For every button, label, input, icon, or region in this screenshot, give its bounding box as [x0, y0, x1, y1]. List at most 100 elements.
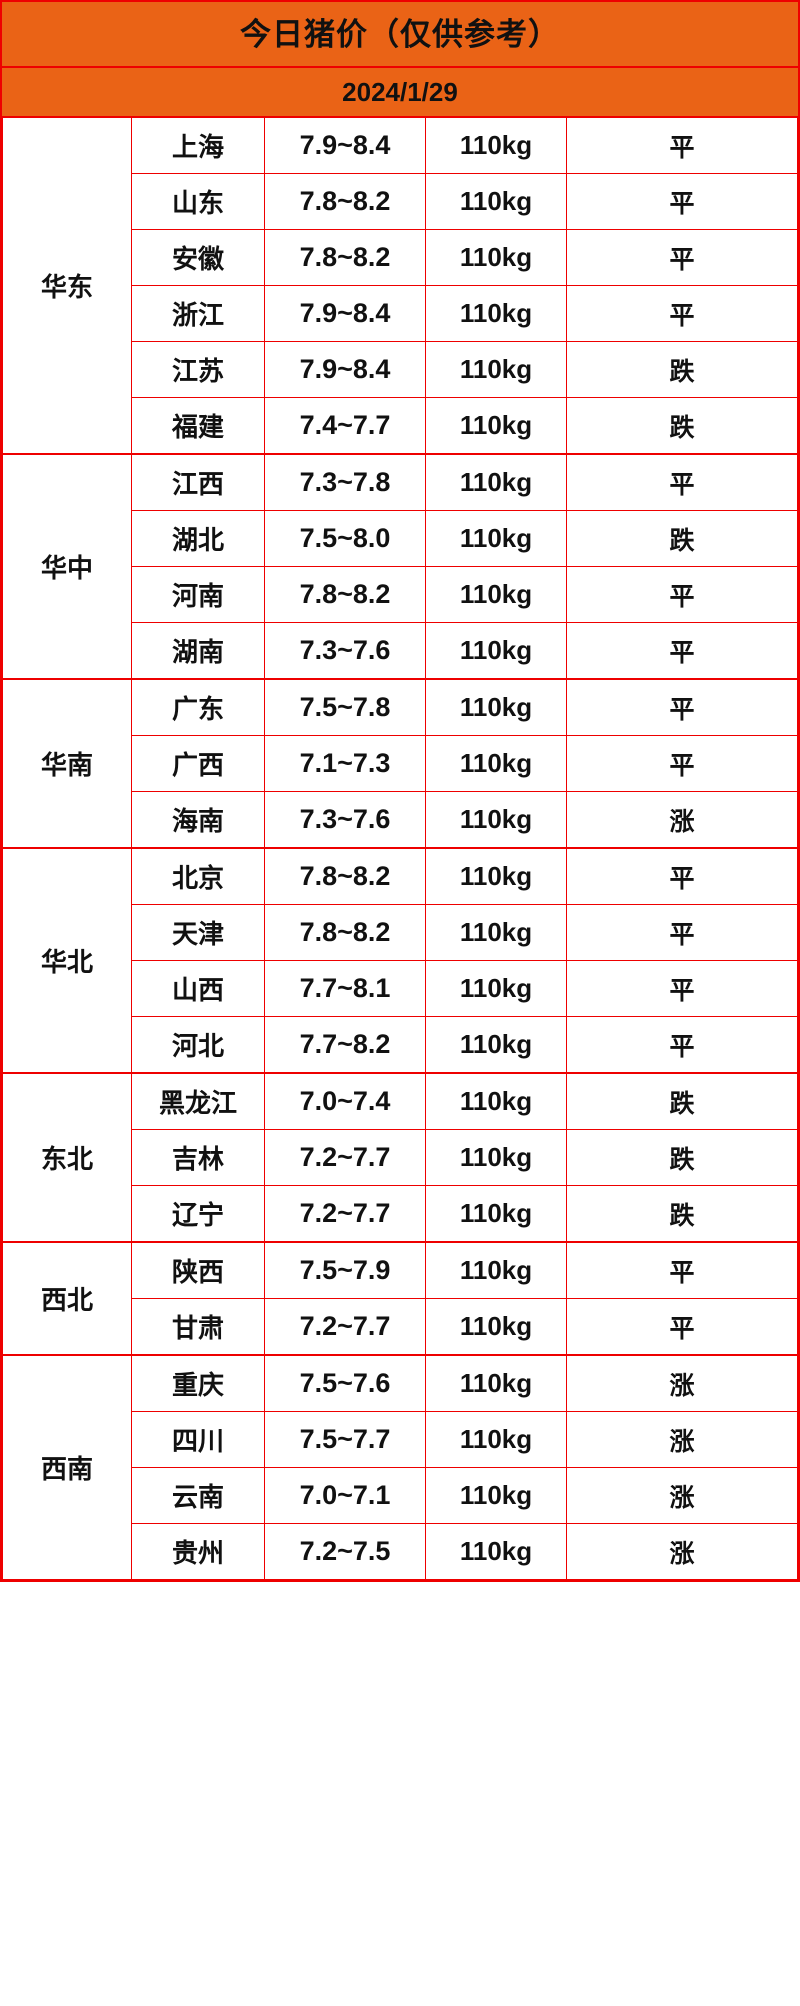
status-badge: 平 — [566, 1298, 798, 1356]
status-badge: 平 — [566, 285, 798, 342]
table-row: 山东 7.8~8.2 110kg 平 — [3, 173, 798, 230]
status-badge: 平 — [566, 1241, 798, 1299]
table-row: 湖南 7.3~7.6 110kg 平 — [3, 622, 798, 680]
status-badge: 平 — [566, 229, 798, 286]
region-label: 华东 — [2, 116, 132, 455]
region-label: 华北 — [2, 847, 132, 1074]
status-badge: 平 — [566, 904, 798, 961]
status-badge: 平 — [566, 173, 798, 230]
table-row: 西南 重庆 7.5~7.6 110kg 涨 — [2, 1354, 798, 1580]
table-row: 四川 7.5~7.7 110kg 涨 — [3, 1411, 798, 1468]
reference-weight: 110kg — [425, 791, 567, 849]
table-row: 甘肃 7.2~7.7 110kg 平 — [3, 1298, 798, 1356]
region-label: 华中 — [2, 453, 132, 680]
reference-weight: 110kg — [425, 453, 567, 511]
reference-weight: 110kg — [425, 1185, 567, 1243]
province-name: 重庆 — [131, 1354, 265, 1412]
status-badge: 涨 — [566, 1467, 798, 1524]
status-badge: 平 — [566, 678, 798, 736]
price-range: 7.8~8.2 — [264, 904, 426, 961]
price-range: 7.0~7.4 — [264, 1072, 426, 1130]
table-row: 华南 广东 7.5~7.8 110kg 平 — [2, 678, 798, 849]
price-range: 7.9~8.4 — [264, 341, 426, 398]
reference-weight: 110kg — [425, 1467, 567, 1524]
price-range: 7.2~7.7 — [264, 1298, 426, 1356]
province-name: 山西 — [131, 960, 265, 1017]
province-name: 江西 — [131, 453, 265, 511]
province-name: 吉林 — [131, 1129, 265, 1186]
reference-weight: 110kg — [425, 1411, 567, 1468]
reference-weight: 110kg — [425, 960, 567, 1017]
province-name: 四川 — [131, 1411, 265, 1468]
price-range: 7.3~7.6 — [264, 622, 426, 680]
status-badge: 涨 — [566, 1354, 798, 1412]
price-range: 7.9~8.4 — [264, 116, 426, 174]
price-range: 7.5~7.6 — [264, 1354, 426, 1412]
price-range: 7.5~7.8 — [264, 678, 426, 736]
province-name: 海南 — [131, 791, 265, 849]
reference-weight: 110kg — [425, 1523, 567, 1580]
reference-weight: 110kg — [425, 341, 567, 398]
price-range: 7.7~8.2 — [264, 1016, 426, 1074]
province-name: 云南 — [131, 1467, 265, 1524]
reference-weight: 110kg — [425, 229, 567, 286]
province-name: 河北 — [131, 1016, 265, 1074]
table-row: 华东 上海 7.9~8.4 110kg 平 — [2, 116, 798, 455]
page-title: 今日猪价（仅供参考） — [2, 2, 798, 68]
province-name: 上海 — [131, 116, 265, 174]
reference-weight: 110kg — [425, 566, 567, 623]
status-badge: 平 — [566, 1016, 798, 1074]
reference-weight: 110kg — [425, 397, 567, 455]
province-name: 贵州 — [131, 1523, 265, 1580]
table-row: 浙江 7.9~8.4 110kg 平 — [3, 285, 798, 342]
price-range: 7.0~7.1 — [264, 1467, 426, 1524]
province-name: 福建 — [131, 397, 265, 455]
province-name: 河南 — [131, 566, 265, 623]
price-range: 7.4~7.7 — [264, 397, 426, 455]
reference-weight: 110kg — [425, 735, 567, 792]
province-name: 湖北 — [131, 510, 265, 567]
reference-weight: 110kg — [425, 1016, 567, 1074]
status-badge: 平 — [566, 735, 798, 792]
province-name: 浙江 — [131, 285, 265, 342]
pig-price-page: 今日猪价（仅供参考） 2024/1/29 华东 上海 7.9~8.4 110kg 平山东… — [0, 0, 800, 1582]
table-row: 华中 江西 7.3~7.8 110kg 平 — [2, 453, 798, 680]
region-label: 华南 — [2, 678, 132, 849]
region-label: 西北 — [2, 1241, 132, 1356]
province-name: 辽宁 — [131, 1185, 265, 1243]
status-badge: 跌 — [566, 341, 798, 398]
table-row: 华北 北京 7.8~8.2 110kg 平 — [2, 847, 798, 1074]
table-row: 江苏 7.9~8.4 110kg 跌 — [3, 341, 798, 398]
price-range: 7.8~8.2 — [264, 566, 426, 623]
table-row: 西北 陕西 7.5~7.9 110kg 平 — [2, 1241, 798, 1356]
province-name: 江苏 — [131, 341, 265, 398]
price-range: 7.8~8.2 — [264, 173, 426, 230]
status-badge: 跌 — [566, 510, 798, 567]
status-badge: 平 — [566, 847, 798, 905]
province-name: 陕西 — [131, 1241, 265, 1299]
province-name: 黑龙江 — [131, 1072, 265, 1130]
price-range: 7.5~7.9 — [264, 1241, 426, 1299]
status-badge: 跌 — [566, 397, 798, 455]
price-range: 7.9~8.4 — [264, 285, 426, 342]
province-name: 甘肃 — [131, 1298, 265, 1356]
status-badge: 平 — [566, 116, 798, 174]
price-range: 7.2~7.7 — [264, 1129, 426, 1186]
province-name: 天津 — [131, 904, 265, 961]
reference-weight: 110kg — [425, 847, 567, 905]
price-range: 7.7~8.1 — [264, 960, 426, 1017]
reference-weight: 110kg — [425, 622, 567, 680]
table-row: 吉林 7.2~7.7 110kg 跌 — [3, 1129, 798, 1186]
reference-weight: 110kg — [425, 1129, 567, 1186]
status-badge: 跌 — [566, 1185, 798, 1243]
table-row: 河北 7.7~8.2 110kg 平 — [3, 1016, 798, 1074]
province-name: 北京 — [131, 847, 265, 905]
province-name: 广东 — [131, 678, 265, 736]
reference-weight: 110kg — [425, 510, 567, 567]
region-label: 东北 — [2, 1072, 132, 1243]
price-range: 7.8~8.2 — [264, 229, 426, 286]
status-badge: 平 — [566, 453, 798, 511]
status-badge: 跌 — [566, 1072, 798, 1130]
reference-weight: 110kg — [425, 1072, 567, 1130]
price-table: 华东 上海 7.9~8.4 110kg 平山东 7.8~8.2 110kg 平安徽 7.8~8.… — [2, 116, 798, 1580]
